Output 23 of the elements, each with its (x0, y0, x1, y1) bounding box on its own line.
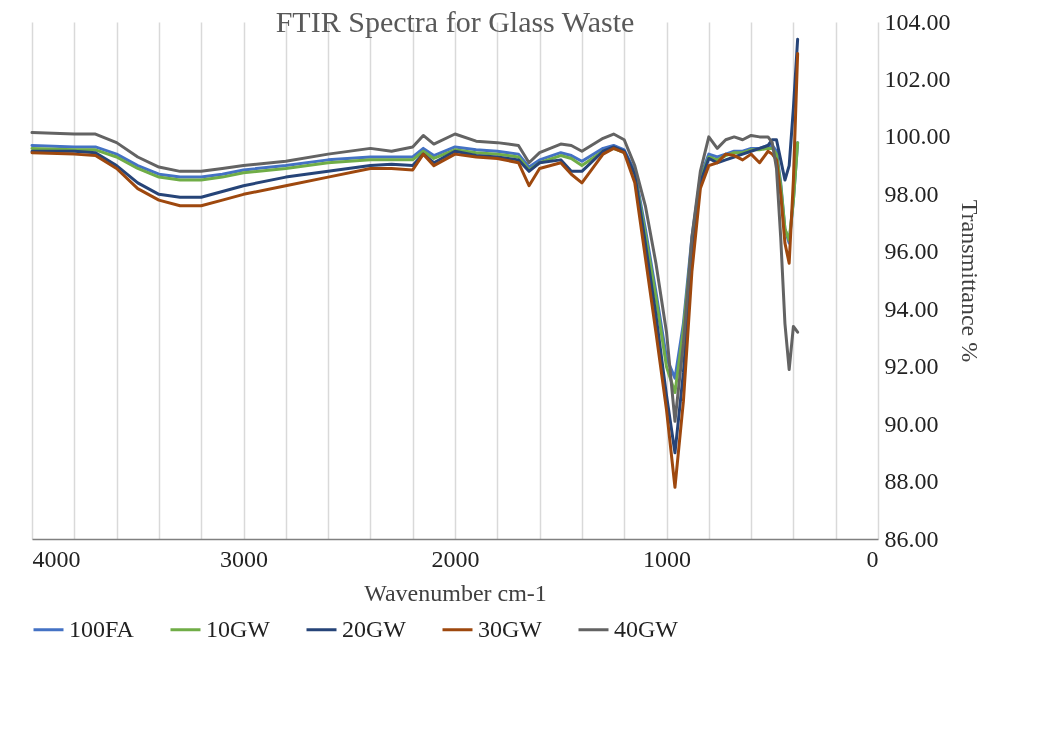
x-axis-title: Wavenumber cm-1 (364, 579, 547, 606)
y-tick-label: 100.00 (884, 123, 951, 150)
y-tick-label: 102.00 (884, 65, 951, 92)
legend-label: 40GW (614, 615, 679, 642)
x-tick-label: 0 (866, 545, 879, 572)
legend-label: 100FA (69, 615, 135, 642)
y-tick-label: 96.00 (884, 238, 939, 265)
legend-label: 10GW (206, 615, 271, 642)
y-tick-label: 86.00 (884, 525, 939, 552)
y-tick-label: 90.00 (884, 410, 939, 437)
y-tick-label: 94.00 (884, 295, 939, 322)
y-axis-title: Transmittance % (956, 199, 983, 363)
y-tick-label: 98.00 (884, 180, 939, 207)
legend-label: 20GW (342, 615, 407, 642)
x-tick-label: 1000 (643, 545, 691, 572)
y-tick-label: 88.00 (884, 468, 939, 495)
x-tick-label: 4000 (32, 545, 81, 572)
legend-label: 30GW (478, 615, 543, 642)
y-tick-label: 104.00 (884, 8, 951, 35)
x-tick-label: 2000 (431, 545, 480, 572)
y-tick-label: 92.00 (884, 353, 939, 380)
x-tick-label: 3000 (220, 545, 268, 572)
chart-title: FTIR Spectra for Glass Waste (275, 5, 635, 38)
